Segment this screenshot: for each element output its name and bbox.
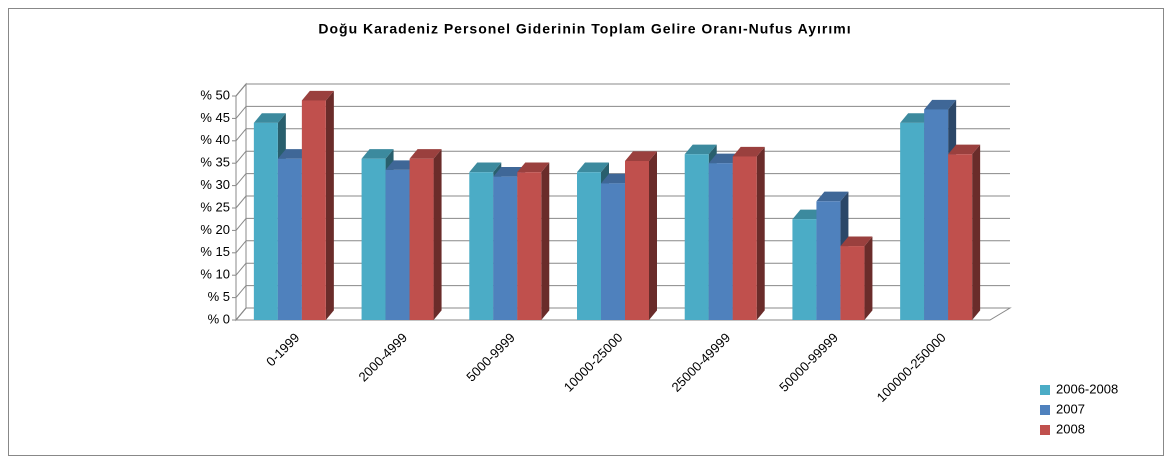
bar	[469, 172, 494, 320]
bar-side	[433, 149, 442, 320]
bar	[385, 169, 410, 320]
bar-top	[361, 149, 394, 159]
y-tick-label: % 20	[200, 222, 230, 237]
bar-top	[301, 90, 334, 101]
bar	[409, 158, 434, 320]
bar-top	[577, 162, 609, 173]
y-tick-label: % 0	[208, 311, 230, 326]
bar	[253, 122, 278, 320]
grid-line-depth	[235, 173, 247, 186]
bar-top	[253, 113, 286, 123]
legend-swatch	[1040, 425, 1050, 435]
y-tick-label: % 15	[200, 244, 230, 259]
legend-label: 2008	[1056, 421, 1085, 436]
bar-top	[948, 144, 981, 155]
legend-label: 2006-2008	[1056, 381, 1118, 396]
bar-top	[517, 162, 550, 173]
legend-swatch	[1040, 385, 1050, 395]
bar-side	[649, 151, 657, 320]
bar-top	[684, 144, 717, 155]
grid-line-depth	[235, 285, 247, 298]
bar-top	[840, 236, 873, 247]
bar	[517, 172, 542, 320]
grid-line-depth	[235, 83, 247, 97]
grid-line-depth	[235, 128, 247, 142]
y-tick-label: % 5	[208, 289, 230, 304]
grid-line-depth	[235, 240, 247, 254]
y-tick-label: % 30	[200, 177, 230, 192]
bar	[277, 158, 302, 320]
chart-title: Doğu Karadeniz Personel Giderinin Toplam…	[318, 21, 851, 37]
grid-line-depth	[235, 218, 247, 231]
bar	[732, 156, 757, 320]
grid-line-depth	[235, 195, 247, 209]
bar	[900, 122, 925, 320]
y-tick-label: % 35	[200, 155, 230, 170]
y-tick-label: % 50	[200, 87, 230, 102]
bar-side	[972, 144, 981, 320]
bar-side	[756, 146, 765, 320]
bar	[816, 201, 841, 320]
bar-top	[469, 162, 502, 173]
grid-line-depth	[235, 150, 247, 164]
bar-top	[924, 99, 957, 110]
grid-line-depth	[235, 106, 247, 119]
bar-side	[325, 90, 334, 320]
y-tick-label: % 45	[200, 110, 230, 125]
grid-line-depth	[235, 262, 247, 276]
bar	[924, 109, 949, 320]
y-tick-label: % 25	[200, 199, 230, 214]
bar	[601, 183, 625, 320]
legend-label: 2007	[1056, 401, 1085, 416]
bar-top	[625, 151, 657, 161]
y-tick-label: % 10	[200, 267, 230, 282]
bar	[301, 100, 326, 320]
grid-line-depth	[235, 307, 247, 321]
bar	[577, 172, 601, 320]
bar	[493, 176, 518, 320]
bar-top	[732, 146, 765, 157]
bar	[708, 163, 733, 320]
y-tick-label: % 40	[200, 132, 230, 147]
bar	[840, 246, 865, 320]
bar-top	[816, 191, 849, 202]
bar	[684, 154, 709, 320]
bar-top	[409, 149, 442, 159]
bar	[948, 154, 973, 320]
legend-swatch	[1040, 405, 1050, 415]
bar-side	[864, 236, 873, 320]
bar-side	[541, 162, 550, 320]
bar	[792, 219, 817, 320]
bar	[625, 160, 649, 320]
bar	[361, 158, 386, 320]
